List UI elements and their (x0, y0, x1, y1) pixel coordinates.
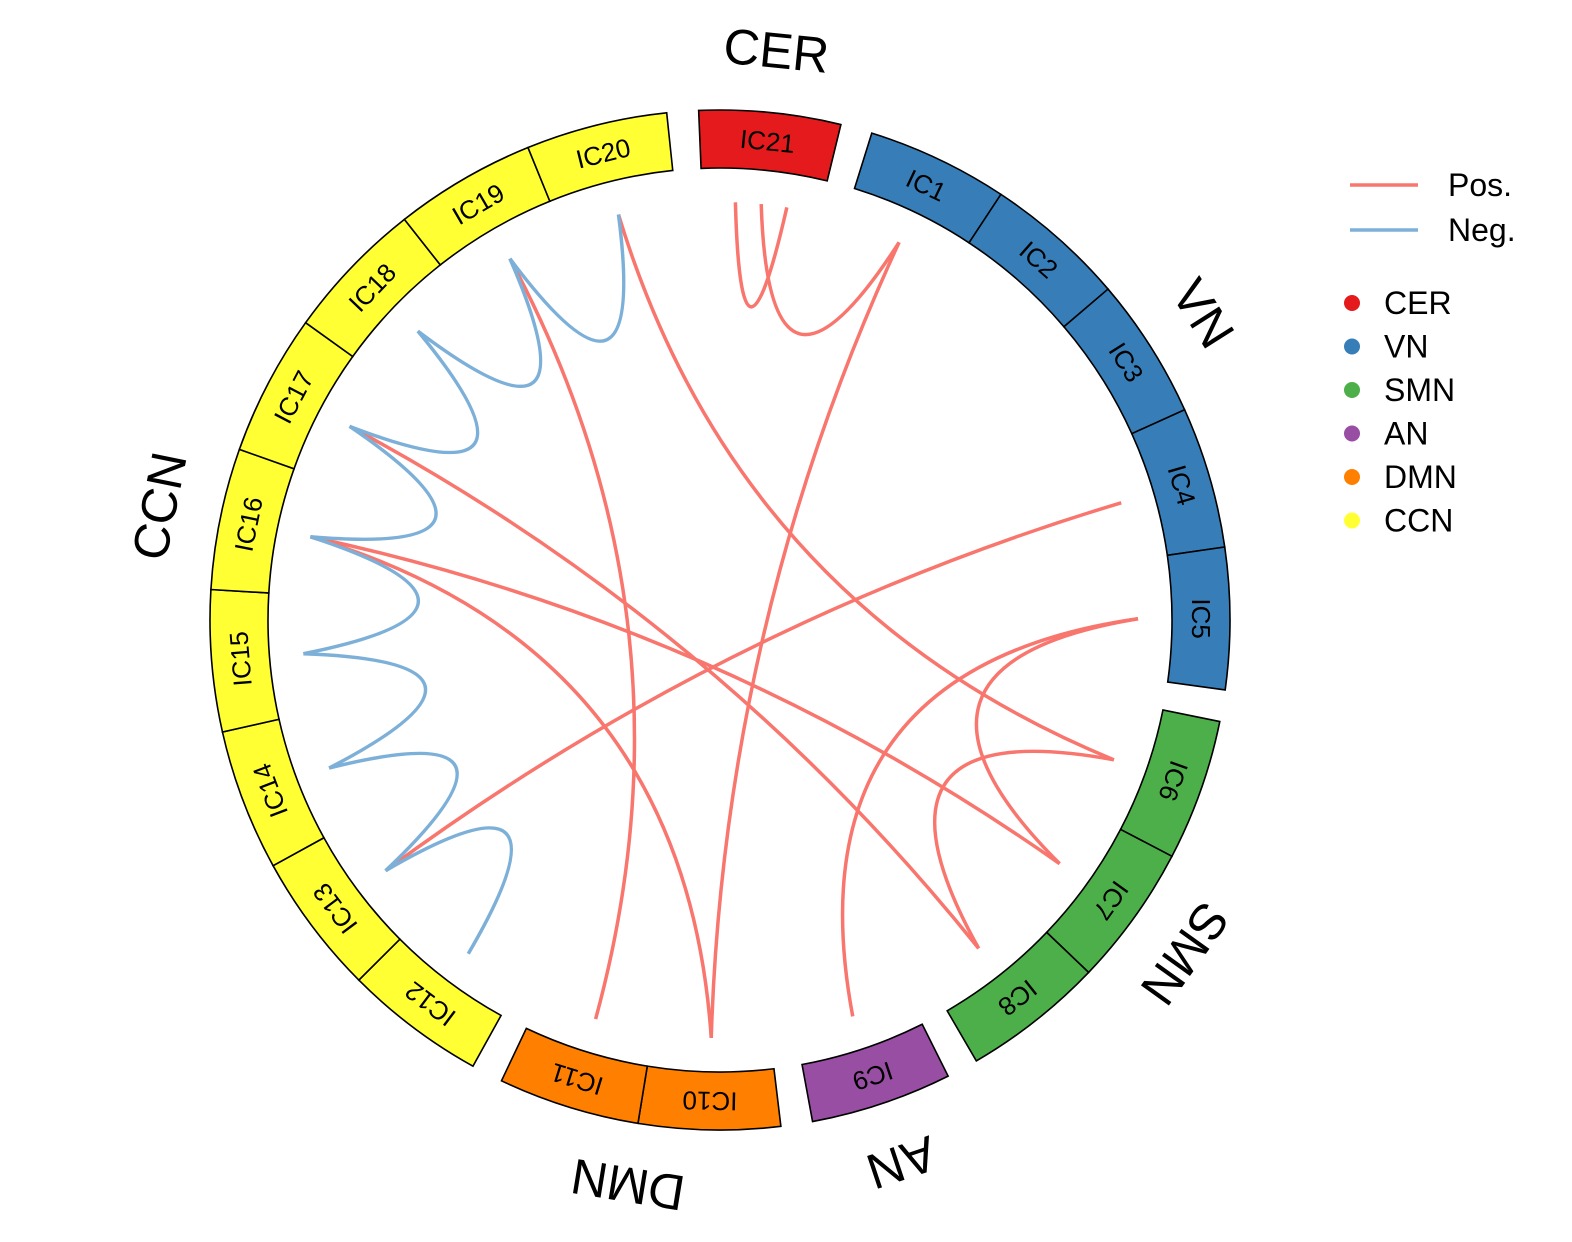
legend-label-an: AN (1384, 416, 1428, 452)
segment-ic21 (697, 109, 842, 182)
network-label-vn: VN (1161, 269, 1246, 358)
segment-ic20 (526, 111, 674, 203)
segment-label-ic10: IC10 (682, 1085, 738, 1116)
links-layer (303, 202, 1139, 1039)
legend-label-neg: Neg. (1448, 212, 1516, 248)
network-label-ccn: CCN (121, 447, 197, 564)
segment-ic8 (946, 931, 1090, 1063)
network-label-cer: CER (721, 18, 832, 84)
segments-layer: IC21IC1IC2IC3IC4IC5IC6IC7IC8IC9IC10IC11I… (209, 109, 1231, 1131)
segment-label-ic21: IC21 (739, 124, 797, 159)
link-ic19-ic18 (416, 257, 543, 388)
network-labels-layer: CER VN SMN AN DMN CCN (121, 18, 1245, 1222)
legend-label-pos: Pos. (1448, 167, 1512, 203)
link-ic20-ic19 (508, 214, 626, 343)
link-ic6-ic8 (932, 749, 1115, 950)
link-ic16-ic15 (303, 535, 420, 656)
link-ic5-ic9 (840, 617, 1139, 1017)
link-ic17-ic8 (348, 424, 981, 950)
legend-label-vn: VN (1384, 329, 1428, 365)
link-ic16-ic10 (309, 535, 713, 1039)
legend-dot-smn (1344, 382, 1360, 398)
link-ic15-ic14 (303, 651, 428, 770)
network-label-smn: SMN (1130, 892, 1240, 1015)
network-label-dmn: DMN (567, 1148, 688, 1222)
link-ic17-ic16 (310, 424, 438, 541)
legend-dot-cer (1344, 295, 1360, 311)
segment-ic11 (500, 1027, 649, 1125)
legend-dot-dmn (1344, 469, 1360, 485)
legend-dot-an (1344, 425, 1360, 442)
link-ic19-ic11 (508, 257, 637, 1020)
link-ic20-ic6 (616, 214, 1115, 762)
legend-label-dmn: DMN (1384, 459, 1457, 495)
segment-label-ic5: IC5 (1186, 598, 1216, 639)
link-ic18-ic17 (348, 330, 480, 455)
link-ic16-ic7 (310, 535, 1061, 866)
legend: Pos. Neg. CER VN SMN AN DMN CCN (1344, 167, 1516, 539)
segment-ic9 (801, 1023, 950, 1123)
segment-ic5 (1166, 546, 1231, 691)
network-label-an: AN (860, 1125, 944, 1200)
segment-label-ic15: IC15 (223, 630, 257, 687)
legend-label-smn: SMN (1384, 372, 1455, 408)
link-ic5-ic7 (974, 617, 1139, 865)
legend-dot-ccn (1344, 512, 1360, 529)
link-ic1-ic10 (709, 241, 901, 1038)
link-ic21-ic1 (759, 203, 901, 337)
link-ic13-ic12 (384, 826, 514, 955)
legend-label-ccn: CCN (1384, 503, 1453, 539)
link-ic14-ic13 (328, 751, 459, 872)
link-ic21-ic21 (733, 202, 789, 309)
legend-label-cer: CER (1384, 285, 1452, 321)
legend-dot-vn (1344, 338, 1360, 355)
link-ic13-ic4 (384, 501, 1122, 873)
